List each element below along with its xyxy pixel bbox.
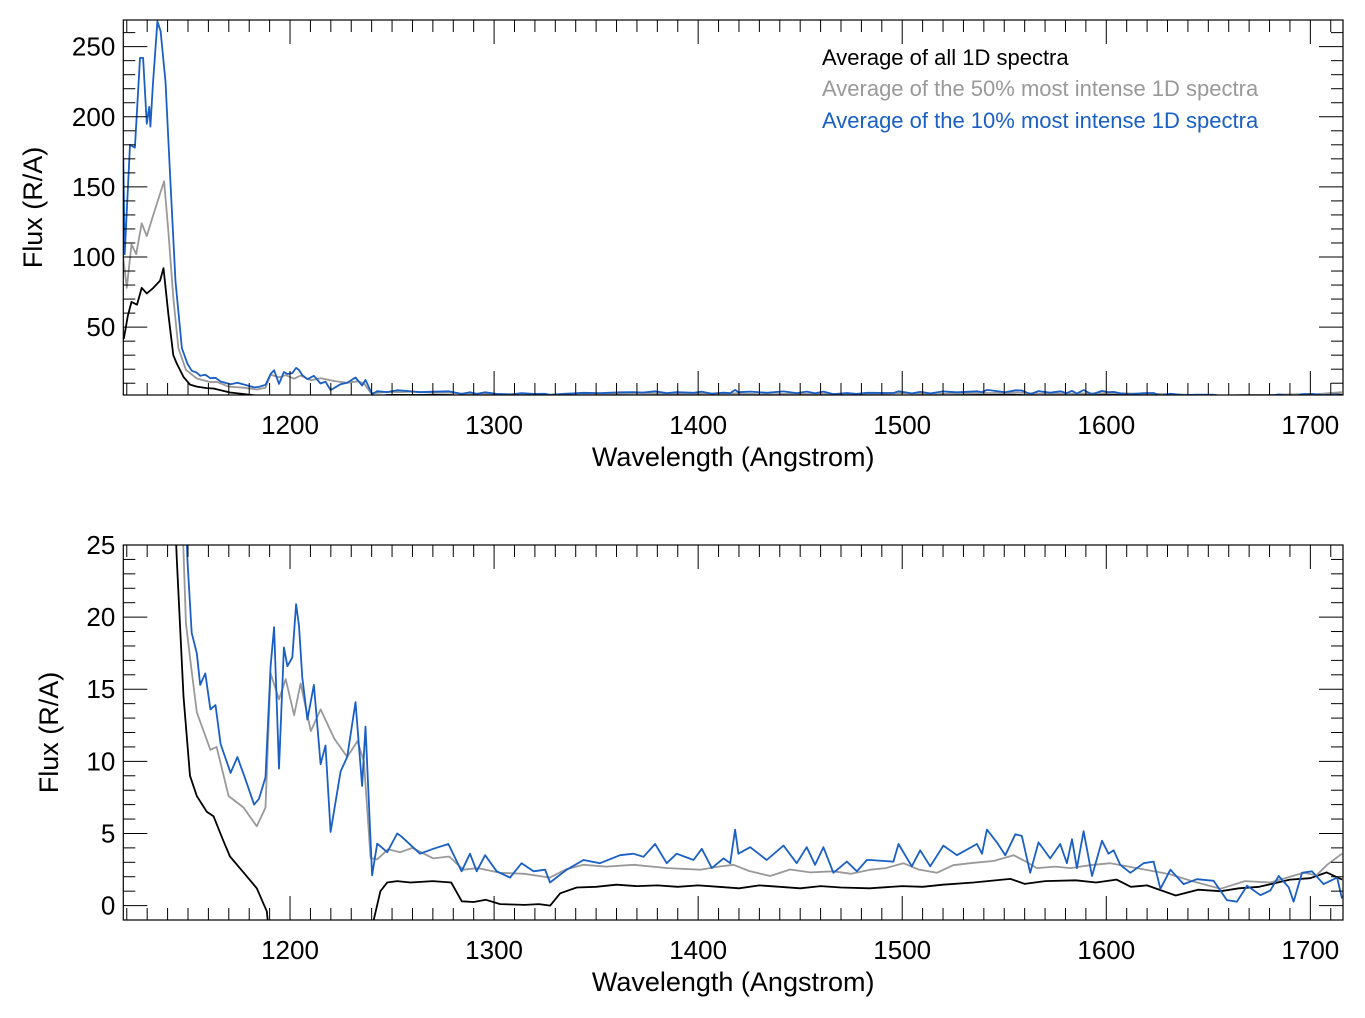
- bottom-panel-plot: 1200 1300 1400 1500 1600 1700 0 5 10 15 20 25 Wavele…: [34, 530, 1344, 997]
- series-line-50pct: [123, 180, 1343, 395]
- top-panel-plot: 1200 1300 1400 1500 1600 1700 50 100 150 200 250 Wa…: [18, 19, 1344, 472]
- x-tick-label: 1600: [1077, 935, 1135, 965]
- y-tick-label: 0: [101, 891, 115, 921]
- y-tick-label: 15: [86, 674, 115, 704]
- y-tick-label: 250: [72, 32, 115, 62]
- y-tick-label: 10: [86, 746, 115, 776]
- x-tick-label: 1700: [1281, 935, 1339, 965]
- series-line-all: [123, 267, 1343, 395]
- x-tick-label: 1500: [873, 935, 931, 965]
- x-axis-label: Wavelength (Angstrom): [592, 442, 875, 472]
- x-axis-label: Wavelength (Angstrom): [592, 967, 875, 997]
- y-tick-label: 50: [86, 312, 115, 342]
- y-tick-label: 200: [72, 102, 115, 132]
- y-tick-label: 20: [86, 602, 115, 632]
- y-tick-label: 25: [86, 530, 115, 560]
- plot-frame: [122, 544, 1344, 921]
- legend-entry-10pct: Average of the 10% most intense 1D spect…: [822, 108, 1259, 133]
- x-tick-label: 1700: [1281, 410, 1339, 440]
- series-line-10pct: [186, 545, 1343, 903]
- y-axis-label: Flux (R/A): [34, 672, 64, 794]
- x-tick-label: 1400: [669, 410, 727, 440]
- x-tick-label: 1300: [465, 410, 523, 440]
- y-axis-label: Flux (R/A): [18, 147, 48, 269]
- series-line-all: [175, 545, 1343, 920]
- x-tick-label: 1200: [261, 410, 319, 440]
- x-tick-label: 1600: [1077, 410, 1135, 440]
- y-tick-label: 100: [72, 242, 115, 272]
- y-tick-label: 5: [101, 818, 115, 848]
- legend-entry-50pct: Average of the 50% most intense 1D spect…: [822, 76, 1259, 101]
- series-line-10pct: [123, 20, 1341, 395]
- x-tick-label: 1400: [669, 935, 727, 965]
- x-tick-label: 1500: [873, 410, 931, 440]
- x-tick-label: 1200: [261, 935, 319, 965]
- legend-entry-all: Average of all 1D spectra: [822, 45, 1069, 70]
- y-tick-label: 150: [72, 172, 115, 202]
- x-tick-label: 1300: [465, 935, 523, 965]
- legend: Average of all 1D spectra Average of the…: [822, 45, 1259, 133]
- plot-frame: [122, 19, 1344, 396]
